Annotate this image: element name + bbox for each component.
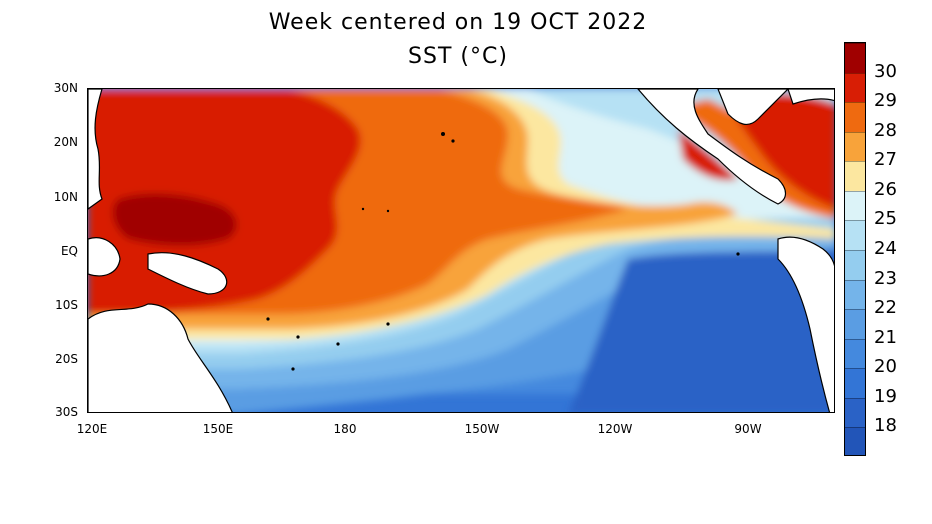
map-subtitle: SST (°C) [408,44,508,69]
island-solomon-1 [266,317,270,321]
colorbar-label: 29 [874,90,897,112]
colorbar-label: 24 [874,238,897,259]
sst-east-warm-28 [668,99,834,219]
sst-colorbar [844,42,866,456]
island-fiji [336,342,340,346]
colorbar-swatch [845,220,865,251]
land-australia [88,303,233,412]
lon-tick-150w: 150W [464,422,500,436]
lat-tick-20n: 20N [53,135,78,149]
island-hawaii-2 [451,139,455,143]
land-south-america [777,236,834,412]
land-north-america [637,89,787,205]
colorbar-label: 21 [874,326,897,348]
land-new-guinea [147,252,228,295]
lon-tick-120w: 120W [597,422,633,436]
land-borneo [88,237,121,277]
colorbar-swatch [845,161,865,192]
colorbar-label: 28 [874,119,897,141]
land-asia [88,89,103,210]
colorbar-swatch [845,190,865,222]
map-title: Week centered on 19 OCT 2022 [268,10,648,35]
lon-tick-150e: 150E [202,422,234,436]
colorbar-label: 18 [874,415,897,437]
sst-se-cold [568,249,834,412]
colorbar-swatch [845,250,865,281]
colorbar-swatch [845,72,865,104]
island-galapagos [736,252,740,256]
colorbar-label: 19 [874,385,897,407]
colorbar-swatch [845,131,865,163]
colorbar-swatch [845,427,865,455]
colorbar-label: 22 [874,297,897,319]
lat-tick-20s: 20S [55,352,78,366]
colorbar-swatch [845,397,865,429]
sst-map [87,88,835,413]
lat-tick-30s: 30S [55,405,78,419]
lon-tick-120e: 120E [76,422,108,436]
colorbar-label: 20 [874,356,897,378]
colorbar-label: 27 [874,149,897,171]
colorbar-swatch [845,368,865,399]
lat-tick-10n: 10N [53,190,78,204]
colorbar-label: 30 [874,60,897,82]
lon-tick-90w: 90W [734,422,762,436]
colorbar-label: 25 [874,208,897,230]
colorbar-swatch [845,338,865,370]
colorbar-swatch [845,102,865,133]
island-hawaii-1 [441,132,445,136]
lat-tick-10s: 10S [55,298,78,312]
island-new-caledonia [291,367,295,371]
land-us-gulf [787,89,834,105]
land-mexico [717,89,789,126]
island-kiribati-1 [361,207,365,211]
sst-map-canvas [88,89,834,412]
colorbar-swatch [845,43,865,74]
lon-tick-180: 180 [333,422,357,436]
lat-tick-eq: EQ [60,244,78,258]
colorbar-swatch [845,279,865,311]
lat-tick-30n: 30N [53,81,78,95]
colorbar-label: 26 [874,178,897,200]
colorbar-swatch [845,309,865,340]
colorbar-label: 23 [874,267,897,289]
island-samoa [386,322,390,326]
island-kiribati-2 [386,209,390,213]
sst-band-30 [112,193,237,246]
island-vanuatu [296,335,300,339]
